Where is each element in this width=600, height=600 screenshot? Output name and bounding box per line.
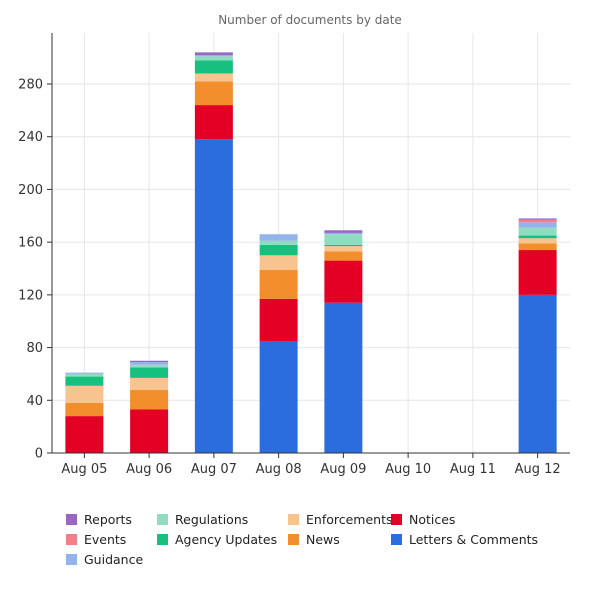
bar-segment[interactable]	[518, 294, 557, 453]
legend-item[interactable]: Regulations	[157, 509, 288, 529]
bar-segment[interactable]	[259, 244, 298, 256]
bar-segment[interactable]	[130, 389, 169, 410]
y-tick-label: 200	[18, 183, 43, 198]
axes: 0 40 80 120 160 200 240 280 Aug 05 Aug 06 Aug 07 Au…	[18, 33, 570, 477]
legend-label: News	[306, 531, 340, 547]
bar-segment[interactable]	[259, 340, 298, 453]
bar-segment[interactable]	[194, 81, 233, 106]
legend-item[interactable]: Agency Updates	[157, 529, 288, 549]
legend-swatch	[391, 533, 402, 545]
bar-segment[interactable]	[194, 139, 233, 453]
bar-segment[interactable]	[324, 234, 363, 245]
bar-segment[interactable]	[518, 218, 557, 220]
bar-segment[interactable]	[65, 416, 104, 453]
legend-label: Letters & Comments	[409, 531, 539, 547]
bar-segment[interactable]	[518, 250, 557, 295]
x-tick-label: Aug 07	[191, 462, 237, 477]
bar-segment[interactable]	[130, 364, 169, 368]
bar-segment[interactable]	[324, 244, 363, 247]
bar-segment[interactable]	[194, 55, 233, 57]
bar-segment[interactable]	[194, 52, 233, 56]
bar-segment[interactable]	[518, 243, 557, 251]
y-tick-label: 240	[18, 130, 43, 145]
legend: Reports Regulations Enforcements Notices Eve…	[66, 509, 541, 569]
y-tick-label: 0	[35, 447, 43, 462]
bar-segment[interactable]	[194, 73, 233, 82]
bar-segment[interactable]	[324, 232, 363, 235]
bar-segment[interactable]	[518, 219, 557, 223]
bar-segment[interactable]	[259, 255, 298, 270]
bar-segment[interactable]	[130, 360, 169, 363]
legend-swatch	[391, 513, 402, 525]
x-tick-label: Aug 06	[126, 462, 172, 477]
bar-segment[interactable]	[324, 251, 363, 261]
bar-segment[interactable]	[194, 105, 233, 140]
legend-item[interactable]: Guidance	[66, 549, 157, 569]
legend-label: Guidance	[84, 551, 144, 567]
bar-segment[interactable]	[518, 235, 557, 239]
legend-swatch	[157, 513, 168, 525]
bar-segment[interactable]	[324, 260, 363, 303]
bar-segment[interactable]	[130, 377, 169, 390]
x-tick-label: Aug 08	[256, 462, 302, 477]
bar-segment[interactable]	[65, 373, 104, 377]
bar-segment[interactable]	[130, 409, 169, 453]
legend-swatch	[157, 533, 168, 545]
bar-segment[interactable]	[324, 302, 363, 453]
legend-label: Events	[84, 531, 127, 547]
legend-label: Enforcements	[306, 511, 393, 527]
y-tick-label: 280	[18, 78, 43, 93]
x-tick-label: Aug 11	[450, 462, 496, 477]
legend-label: Reports	[84, 511, 132, 527]
legend-swatch	[288, 533, 299, 545]
legend-label: Agency Updates	[175, 531, 278, 547]
legend-item[interactable]: Letters & Comments	[391, 529, 541, 549]
y-tick-label: 40	[26, 394, 43, 409]
bar-segment[interactable]	[518, 227, 557, 236]
x-tick-label: Aug 05	[61, 462, 107, 477]
legend-item[interactable]: Events	[66, 529, 157, 549]
legend-swatch	[66, 553, 77, 565]
x-tick-label: Aug 09	[320, 462, 366, 477]
bar-segment[interactable]	[130, 362, 169, 365]
bar-segment[interactable]	[65, 372, 104, 374]
bars	[65, 52, 557, 453]
bar-segment[interactable]	[65, 402, 104, 417]
bar-segment[interactable]	[324, 230, 363, 233]
bar-segment[interactable]	[194, 56, 233, 61]
y-tick-label: 120	[18, 288, 43, 303]
x-tick-label: Aug 12	[515, 462, 561, 477]
bar-segment[interactable]	[194, 60, 233, 74]
bar-segment[interactable]	[65, 376, 104, 386]
bar-segment[interactable]	[259, 234, 298, 241]
legend-label: Notices	[409, 511, 456, 527]
legend-item[interactable]: Notices	[391, 509, 541, 529]
y-tick-label: 80	[26, 341, 43, 356]
bar-segment[interactable]	[65, 385, 104, 403]
legend-item[interactable]: Reports	[66, 509, 157, 529]
chart-title: Number of documents by date	[218, 13, 402, 27]
y-tick-label: 160	[18, 236, 43, 251]
legend-swatch	[66, 513, 77, 525]
legend-item[interactable]: Enforcements	[288, 509, 393, 529]
bar-segment[interactable]	[259, 269, 298, 299]
legend-label: Regulations	[175, 511, 249, 527]
bar-segment[interactable]	[259, 240, 298, 245]
bar-segment[interactable]	[259, 298, 298, 341]
bar-segment[interactable]	[518, 238, 557, 244]
legend-swatch	[66, 533, 77, 545]
legend-swatch	[288, 513, 299, 525]
gridlines	[52, 33, 570, 453]
bar-segment[interactable]	[324, 246, 363, 252]
bar-segment[interactable]	[130, 367, 169, 378]
x-tick-label: Aug 10	[385, 462, 431, 477]
legend-item[interactable]: News	[288, 529, 391, 549]
bar-segment[interactable]	[518, 222, 557, 228]
